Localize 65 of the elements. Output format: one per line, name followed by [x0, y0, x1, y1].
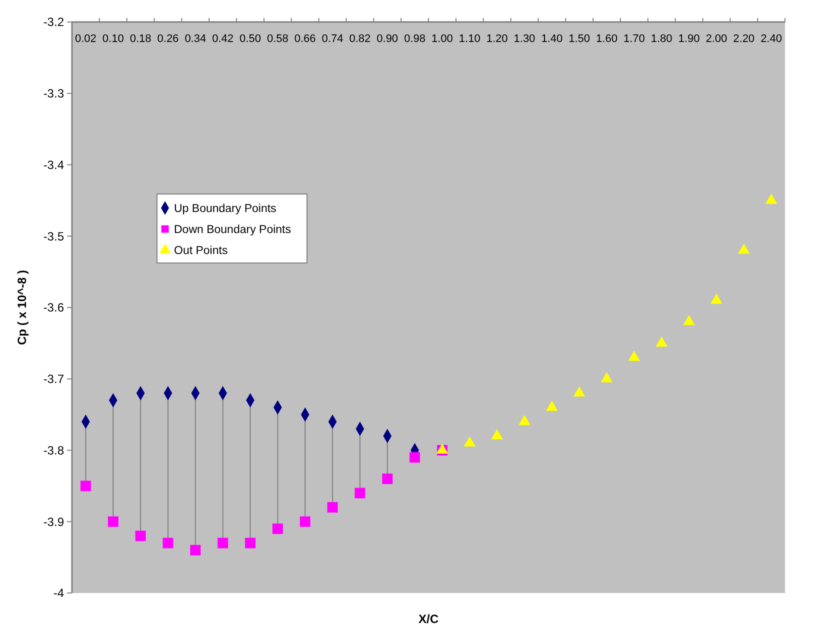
x-tick-label: 0.66 [294, 33, 316, 45]
point [683, 314, 695, 326]
point [218, 538, 228, 548]
x-tick-label: 1.20 [486, 33, 508, 45]
point [546, 400, 558, 411]
y-tick-label: -3.7 [43, 372, 64, 386]
x-tick-label: 0.58 [266, 33, 288, 45]
x-tick-label: 0.34 [184, 33, 206, 45]
point [300, 516, 310, 527]
x-tick-label: 2.40 [760, 33, 782, 45]
x-tick-label: 0.10 [102, 33, 124, 45]
x-tick-label: 1.50 [568, 33, 590, 45]
legend-label: Down Boundary Points [174, 224, 292, 236]
point [245, 538, 256, 548]
x-tick-label: 0.50 [240, 33, 261, 45]
y-tick-label: -3.2 [43, 15, 64, 30]
point [710, 294, 722, 304]
legend-label: Up Boundary Points [174, 203, 277, 216]
point [80, 480, 91, 492]
x-tick-label: 0.90 [376, 33, 398, 45]
y-axis-title: Cp ( x 10^-8 ) [15, 270, 29, 346]
y-tick-label: -3.6 [43, 300, 64, 315]
x-tick-label: 1.40 [541, 33, 563, 45]
x-tick-label: 1.80 [650, 33, 672, 45]
legend-label: Out Points [174, 245, 228, 258]
point [491, 429, 503, 440]
point [272, 524, 283, 534]
y-tick-label: -3.4 [43, 158, 64, 172]
point [573, 386, 586, 397]
point [190, 544, 201, 556]
x-tick-label: 1.10 [458, 33, 480, 45]
x-tick-label: 1.60 [596, 33, 618, 45]
x-tick-label: 2.00 [706, 33, 728, 45]
x-tick-label: 0.18 [130, 33, 152, 45]
point [765, 194, 778, 204]
point [600, 372, 613, 382]
y-tick-label: -3.5 [43, 229, 64, 244]
point [464, 436, 476, 447]
x-tick-label: 0.42 [212, 33, 234, 45]
y-tick-label: -3.9 [43, 514, 64, 529]
point [738, 244, 750, 254]
x-tick-label: 0.98 [404, 33, 426, 45]
x-tick-label: 0.02 [75, 33, 96, 45]
point [354, 488, 366, 498]
x-axis-title: X/C [418, 612, 439, 626]
point [518, 414, 530, 426]
point [135, 530, 146, 542]
point [628, 350, 640, 361]
y-tick-label: -3.8 [43, 443, 64, 458]
point [327, 502, 338, 513]
point [162, 538, 174, 548]
point [108, 516, 118, 527]
x-tick-label: 0.74 [322, 33, 344, 45]
point [382, 474, 393, 484]
x-tick-label: 1.70 [623, 33, 645, 45]
x-tick-label: 1.30 [514, 33, 536, 45]
x-tick-label: 0.26 [157, 33, 179, 45]
point [656, 336, 668, 347]
x-tick-label: 0.82 [349, 33, 371, 45]
x-tick-label: 1.90 [678, 33, 700, 45]
x-tick-label: 1.00 [432, 33, 453, 45]
y-tick-label: -3.3 [43, 86, 64, 101]
point [410, 452, 420, 463]
x-tick-label: 2.20 [733, 33, 755, 45]
y-tick-label: -4 [53, 586, 64, 600]
